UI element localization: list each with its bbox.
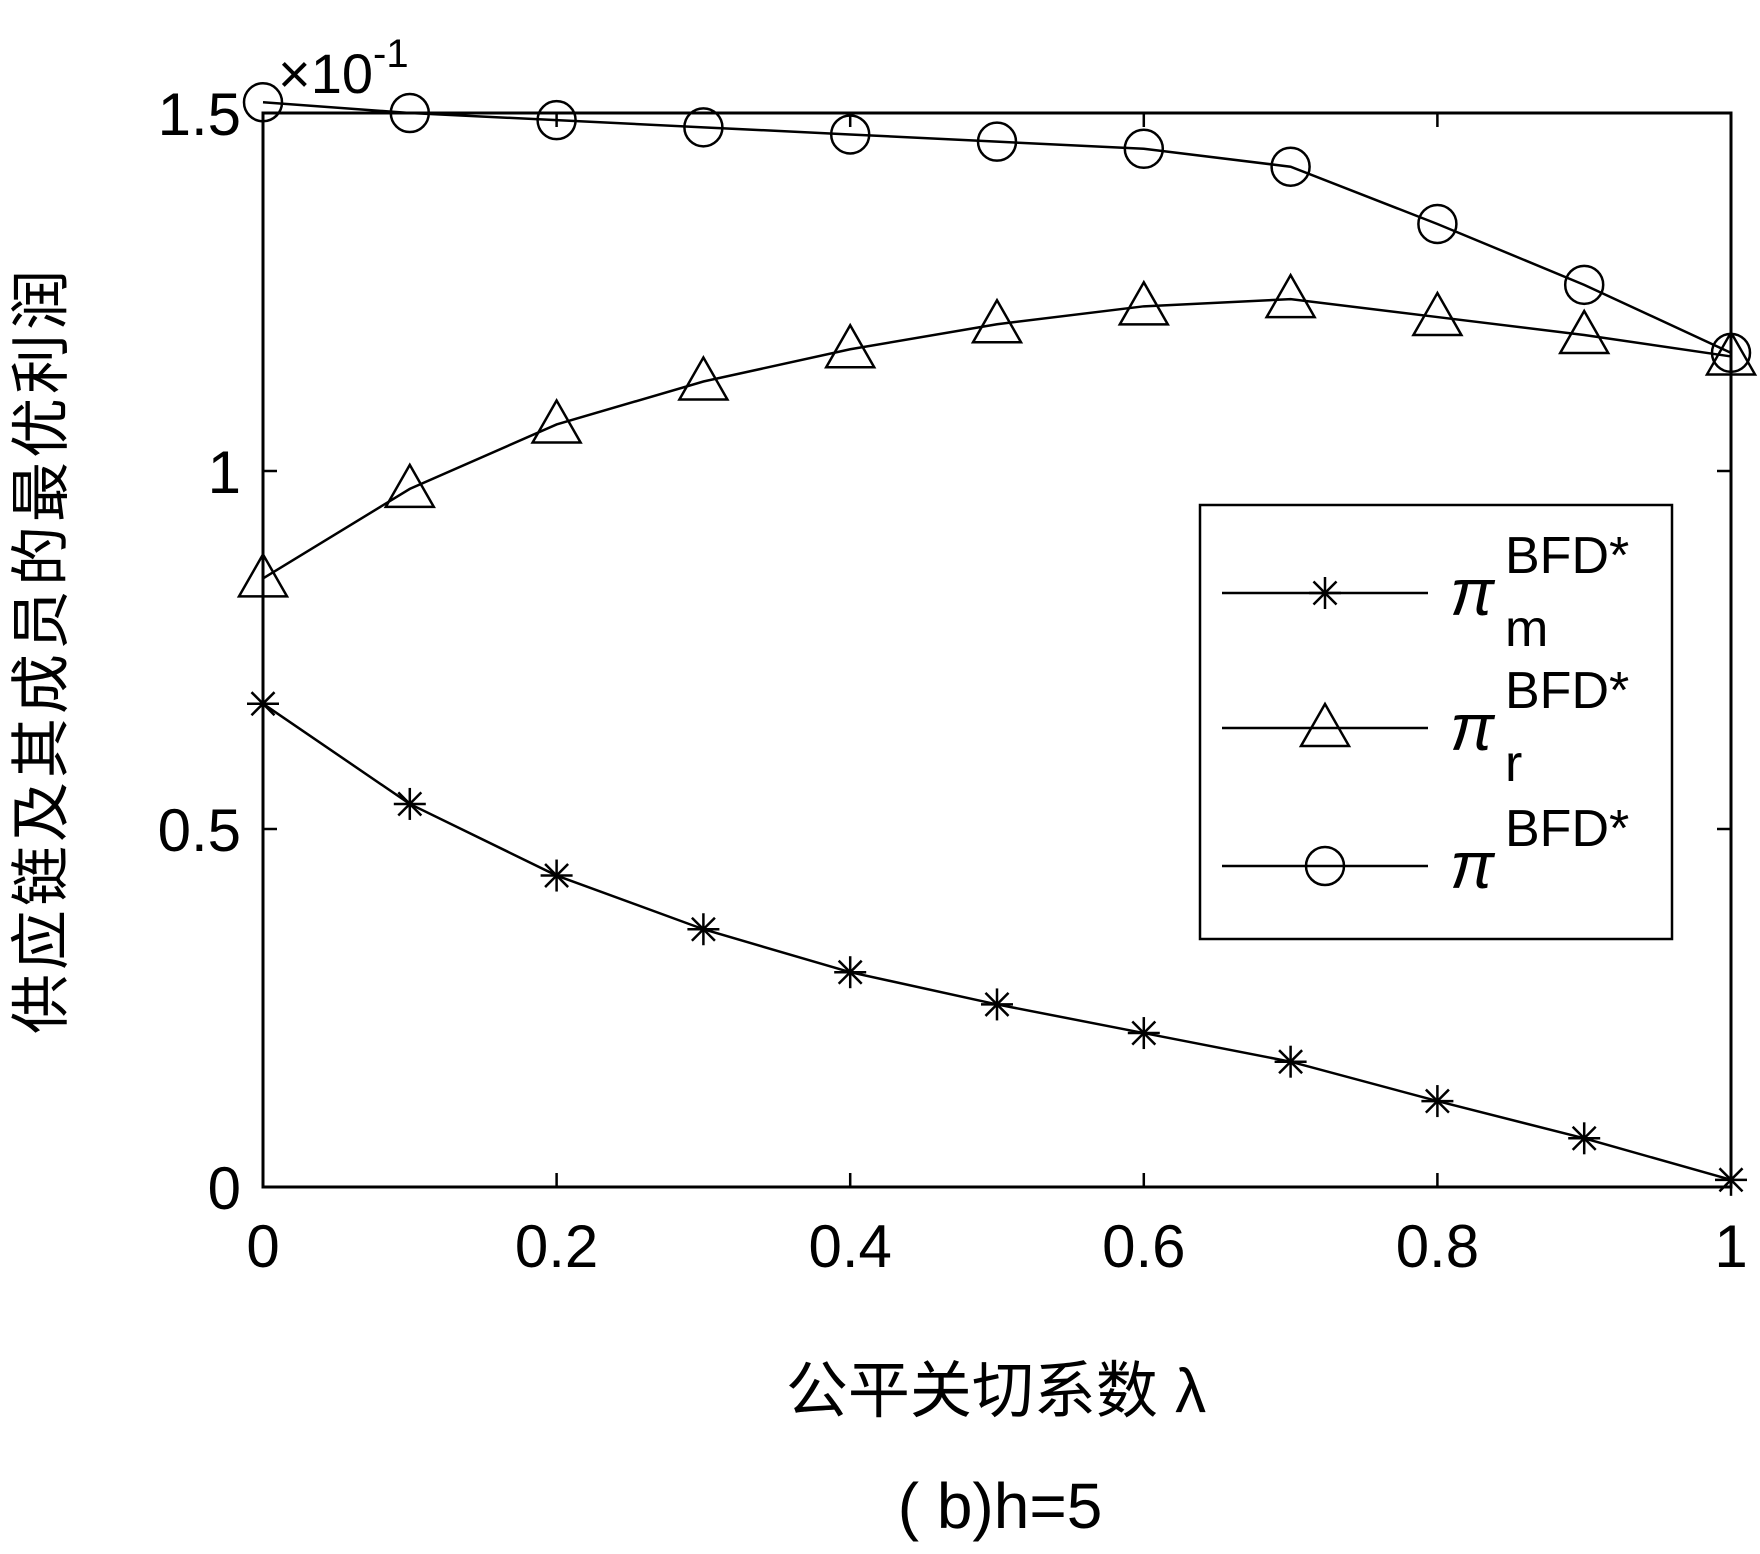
data-point-circle bbox=[1270, 146, 1311, 187]
legend-marker-circle bbox=[1304, 845, 1346, 887]
data-point-triangle bbox=[1264, 272, 1317, 319]
data-point-circle bbox=[1710, 332, 1752, 374]
data-point-triangle bbox=[1704, 329, 1758, 376]
data-point-asterisk bbox=[981, 988, 1013, 1021]
data-point-circle bbox=[389, 92, 431, 134]
legend-subscript: m bbox=[1505, 600, 1548, 658]
data-point-circle bbox=[242, 82, 284, 123]
axes-frame bbox=[261, 111, 1733, 1189]
x-tick-label: 0.6 bbox=[1102, 1213, 1185, 1280]
legend-entry: π BFD* r bbox=[1222, 662, 1629, 793]
data-point-circle bbox=[976, 121, 1018, 162]
y-tick-label: 0 bbox=[208, 1155, 241, 1222]
legend-superscript: BFD* bbox=[1505, 527, 1629, 585]
y-tick-label: 1.5 bbox=[158, 81, 241, 148]
data-point-asterisk bbox=[540, 859, 573, 892]
data-point-asterisk bbox=[393, 787, 426, 820]
data-point-circle bbox=[1123, 128, 1165, 170]
data-point-circle bbox=[829, 114, 871, 155]
data-point-circle bbox=[1417, 203, 1458, 245]
data-point-asterisk bbox=[1274, 1045, 1307, 1078]
data-point-asterisk bbox=[834, 956, 867, 989]
legend-symbol: π bbox=[1450, 690, 1496, 764]
data-point-circle bbox=[536, 99, 577, 141]
y-axis-multiplier: ×10-1 bbox=[278, 32, 409, 105]
data-point-triangle bbox=[1558, 308, 1611, 355]
series-line-circle bbox=[262, 101, 1732, 354]
data-point-asterisk bbox=[1715, 1163, 1747, 1196]
data-point-asterisk bbox=[1568, 1122, 1601, 1155]
y-tick-label: 0.5 bbox=[158, 797, 241, 864]
data-point-asterisk bbox=[1127, 1017, 1160, 1050]
legend-marker-triangle bbox=[1298, 701, 1352, 748]
y-tick-label: 1 bbox=[208, 439, 241, 506]
data-point-circle bbox=[1563, 264, 1605, 306]
data-point-asterisk bbox=[1421, 1085, 1454, 1118]
data-point-triangle bbox=[236, 551, 290, 598]
x-tick-label: 0 bbox=[246, 1213, 279, 1280]
data-point-triangle bbox=[530, 397, 583, 444]
legend-symbol: π bbox=[1450, 555, 1496, 629]
x-tick-label: 0.2 bbox=[515, 1213, 598, 1280]
data-point-triangle bbox=[970, 297, 1024, 344]
figure-caption: ( b)h=5 bbox=[898, 1470, 1103, 1542]
legend-symbol: π bbox=[1450, 828, 1496, 902]
legend-subscript: r bbox=[1505, 735, 1522, 793]
plot-area bbox=[261, 111, 1733, 1189]
data-point-triangle bbox=[383, 462, 436, 509]
series-layer bbox=[236, 82, 1758, 1196]
data-point-asterisk bbox=[247, 687, 279, 720]
legend-entry: π BFD* m bbox=[1222, 527, 1629, 658]
legend-entry: π BFD* bbox=[1222, 800, 1629, 902]
x-tick-label: 1 bbox=[1714, 1213, 1747, 1280]
x-tick-label: 0.4 bbox=[808, 1213, 891, 1280]
x-tick-label: 0.8 bbox=[1396, 1213, 1479, 1280]
x-axis-label: 公平关切系数 λ bbox=[786, 1357, 1206, 1426]
series-line-triangle bbox=[262, 297, 1732, 580]
legend: π BFD*mπ BFD*rπ BFD* bbox=[1198, 503, 1674, 941]
legend-marker-asterisk bbox=[1309, 577, 1341, 609]
data-point-triangle bbox=[824, 322, 877, 369]
data-point-triangle bbox=[677, 354, 730, 401]
data-point-triangle bbox=[1411, 290, 1464, 337]
legend-superscript: BFD* bbox=[1505, 800, 1629, 858]
data-point-asterisk bbox=[687, 913, 720, 946]
y-axis-label: 供应链及其成员的最优利润 bbox=[8, 266, 75, 1034]
data-point-circle bbox=[683, 107, 724, 148]
legend-superscript: BFD* bbox=[1505, 662, 1629, 720]
y-axis-multiplier-exponent: -1 bbox=[373, 32, 409, 76]
axis-ticks: 0 0.2 0.4 0.6 0.8 1 0 0.5 1 1.5 bbox=[158, 81, 1748, 1280]
data-point-triangle bbox=[1117, 279, 1170, 326]
